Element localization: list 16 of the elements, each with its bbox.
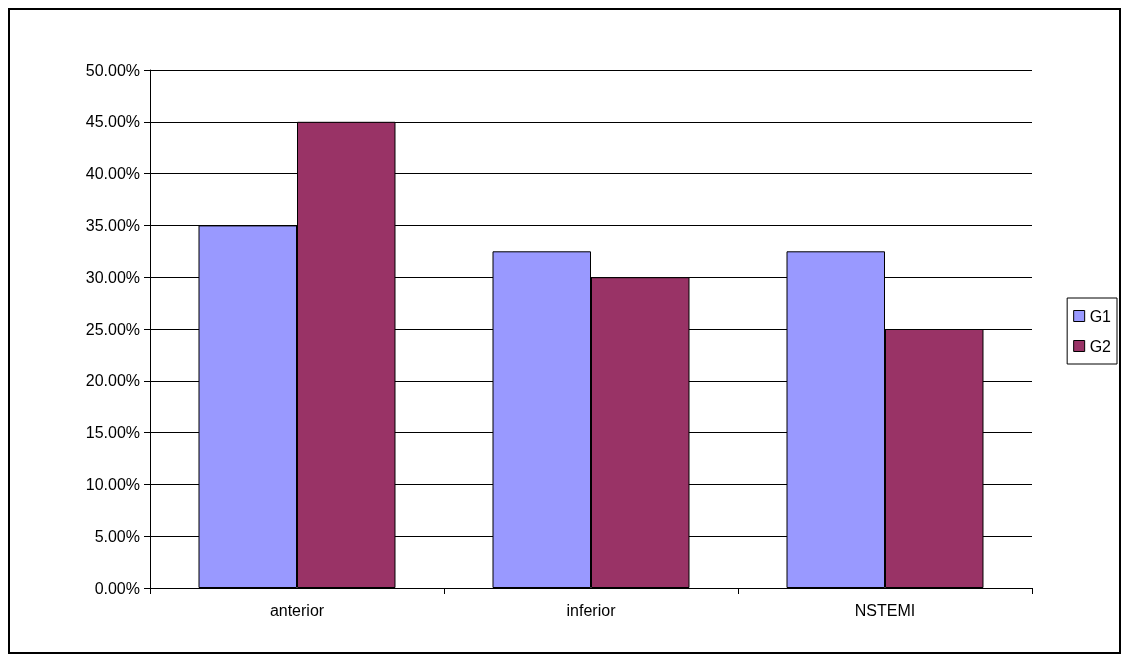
legend-label: G2 [1089,337,1112,355]
x-tick-label: inferior [566,601,617,619]
y-tick-label: 40.00% [85,165,140,183]
y-tick-label: 30.00% [85,268,140,286]
x-tick-label: anterior [269,601,325,619]
y-tick-label: 50.00% [85,61,140,79]
y-tick-label: 0.00% [94,579,140,597]
x-tick-label: NSTEMI [854,601,916,619]
y-tick-label: 45.00% [85,113,140,131]
legend-label: G1 [1089,307,1112,325]
y-tick-label: 20.00% [85,372,140,390]
y-tick-label: 35.00% [85,216,140,234]
y-tick-label: 15.00% [85,424,140,442]
y-tick-label: 10.00% [85,475,140,493]
y-tick-label: 5.00% [94,527,140,545]
y-tick-label: 25.00% [85,320,140,338]
